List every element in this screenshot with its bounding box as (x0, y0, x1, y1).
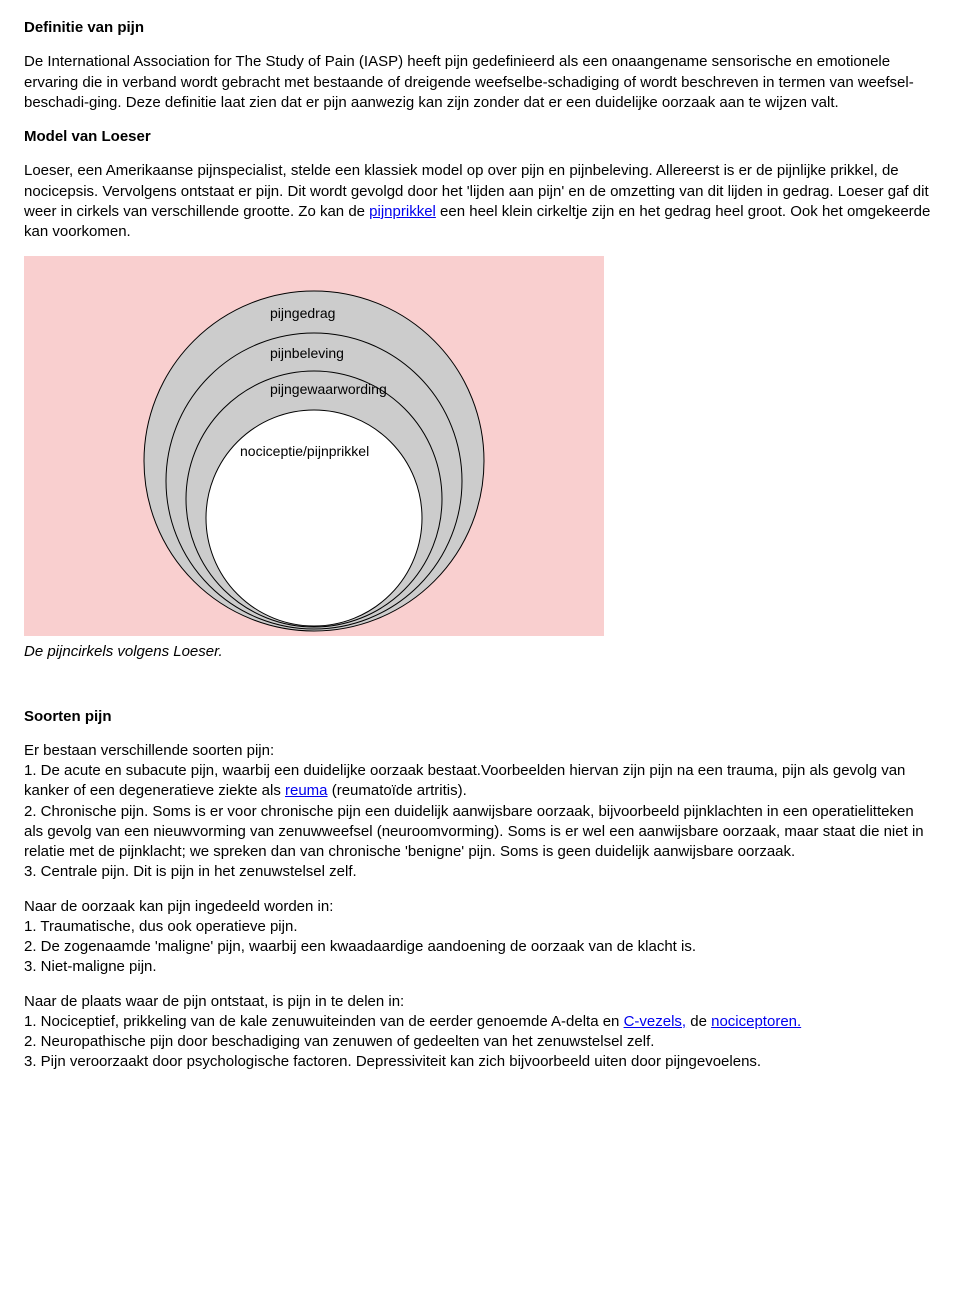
heading-definitie: Definitie van pijn (24, 18, 936, 38)
place-1-pre: 1. Nociceptief, prikkeling van de kale z… (24, 1013, 624, 1030)
cause-intro: Naar de oorzaak kan pijn ingedeeld worde… (24, 897, 936, 917)
link-pijnprikkel[interactable]: pijnprikkel (369, 203, 436, 220)
heading-model: Model van Loeser (24, 127, 936, 147)
loeser-diagram: pijngedrag pijnbeleving pijngewaarwording n… (24, 256, 604, 636)
diagram-caption: De pijncirkels volgens Loeser. (24, 642, 936, 662)
svg-text:nociceptie/pijnprikkel: nociceptie/pijnprikkel (240, 443, 369, 459)
link-nociceptoren[interactable]: nociceptoren. (711, 1013, 801, 1030)
svg-text:pijngedrag: pijngedrag (270, 305, 335, 321)
soorten-intro: Er bestaan verschillende soorten pijn: (24, 741, 936, 761)
place-item-1: 1. Nociceptief, prikkeling van de kale z… (24, 1012, 936, 1032)
link-cvezels[interactable]: C-vezels, (624, 1013, 687, 1030)
cause-item-2: 2. De zogenaamde 'maligne' pijn, waarbij… (24, 937, 936, 957)
cause-item-3: 3. Niet-maligne pijn. (24, 957, 936, 977)
place-item-3: 3. Pijn veroorzaakt door psychologische … (24, 1052, 936, 1072)
para-model: Loeser, een Amerikaanse pijnspecialist, … (24, 161, 936, 242)
soorten-1-post: (reumatoïde artritis). (328, 782, 467, 799)
heading-soorten: Soorten pijn (24, 707, 936, 727)
link-reuma[interactable]: reuma (285, 782, 328, 799)
soorten-item-2: 2. Chronische pijn. Soms is er voor chro… (24, 802, 936, 863)
place-intro: Naar de plaats waar de pijn ontstaat, is… (24, 992, 936, 1012)
soorten-item-1: 1. De acute en subacute pijn, waarbij ee… (24, 761, 936, 802)
soorten-item-3: 3. Centrale pijn. Dit is pijn in het zen… (24, 862, 936, 882)
place-item-2: 2. Neuropathische pijn door beschadiging… (24, 1032, 936, 1052)
svg-text:pijngewaarwording: pijngewaarwording (270, 381, 387, 397)
svg-text:pijnbeleving: pijnbeleving (270, 345, 344, 361)
para-definitie: De International Association for The Stu… (24, 52, 936, 113)
place-1-mid: de (686, 1013, 711, 1030)
cause-item-1: 1. Traumatische, dus ook operatieve pijn… (24, 917, 936, 937)
